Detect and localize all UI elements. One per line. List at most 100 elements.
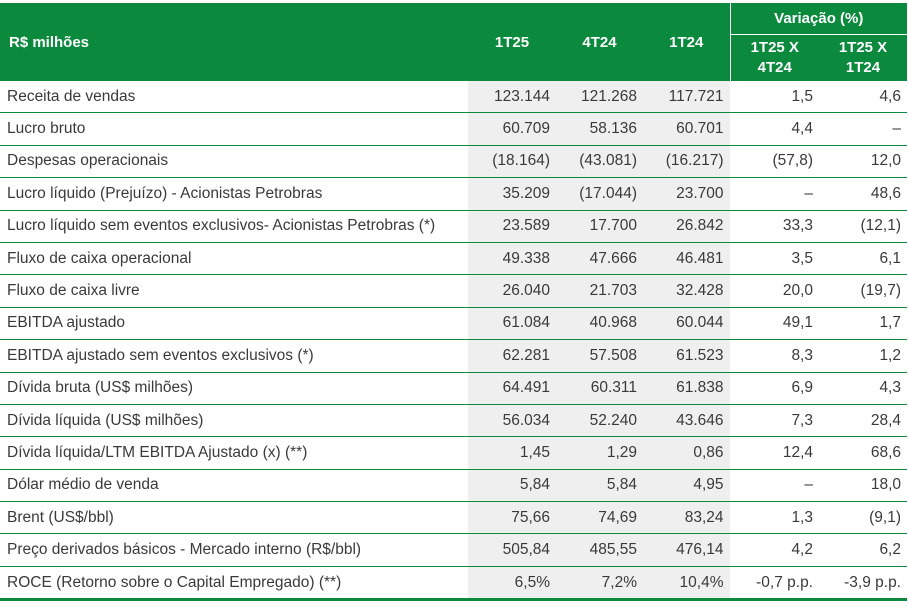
value-1t24: 10,4% xyxy=(643,566,730,602)
value-1t25: (18.164) xyxy=(468,145,556,179)
table-row: Lucro bruto 60.709 58.136 60.701 4,4– xyxy=(0,112,907,146)
variation-1t25-1t24: 12,0 xyxy=(819,145,907,179)
variation-1t25-1t24: (12,1) xyxy=(819,210,907,243)
value-1t24: 61.523 xyxy=(643,339,730,373)
table-row: Brent (US$/bbl) 75,66 74,69 83,24 1,3 (9,1) xyxy=(0,501,907,535)
row-label: Despesas operacionais xyxy=(0,145,468,179)
row-label: Fluxo de caixa livre xyxy=(0,274,468,308)
value-4t24: 121.268 xyxy=(556,81,643,114)
table-row: Receita de vendas 123.144 121.268 117.721 1,… xyxy=(0,81,907,114)
row-label: Brent (US$/bbl) xyxy=(0,501,468,535)
variation-1t25-1t24: 4,3 xyxy=(819,372,907,405)
value-1t24: 4,95 xyxy=(643,469,730,503)
value-1t25: 6,5% xyxy=(468,566,556,602)
header-variation-1: 1T25 X 4T24 xyxy=(729,34,819,81)
value-1t25: 49.338 xyxy=(468,242,556,276)
row-label: Lucro líquido sem eventos exclusivos- Ac… xyxy=(0,210,468,243)
variation-1t25-1t24: 1,7 xyxy=(819,307,907,341)
value-1t25: 61.084 xyxy=(468,307,556,341)
header-period-3: 1T24 xyxy=(643,3,730,81)
value-4t24: 485,55 xyxy=(556,533,643,567)
value-4t24: 52.240 xyxy=(556,404,643,438)
variation-1t25-1t24: 6,1 xyxy=(819,242,907,276)
variation-1t25-4t24: -0,7 p.p. xyxy=(729,566,819,602)
value-1t25: 56.034 xyxy=(468,404,556,438)
value-4t24: 40.968 xyxy=(556,307,643,341)
value-1t25: 5,84 xyxy=(468,469,556,503)
variation-1t25-4t24: 7,3 xyxy=(729,404,819,438)
value-1t25: 1,45 xyxy=(468,436,556,470)
row-label: Receita de vendas xyxy=(0,81,468,114)
value-1t24: 61.838 xyxy=(643,372,730,405)
value-1t24: 117.721 xyxy=(643,81,730,114)
value-4t24: (17.044) xyxy=(556,177,643,211)
value-1t24: (16.217) xyxy=(643,145,730,179)
value-1t24: 43.646 xyxy=(643,404,730,438)
table-row: Preço derivados básicos - Mercado intern… xyxy=(0,533,907,567)
value-1t25: 26.040 xyxy=(468,274,556,308)
row-label: Lucro líquido (Prejuízo) - Acionistas Pe… xyxy=(0,177,468,211)
variation-1t25-1t24: 4,6 xyxy=(819,81,907,114)
table-row: Fluxo de caixa operacional 49.338 47.666 46… xyxy=(0,242,907,276)
variation-1t25-1t24: – xyxy=(819,112,907,146)
value-1t25: 64.491 xyxy=(468,372,556,405)
variation-1t25-1t24: 48,6 xyxy=(819,177,907,211)
table-body: Receita de vendas 123.144 121.268 117.721 1,… xyxy=(0,81,907,602)
header-variation-2: 1T25 X 1T24 xyxy=(819,34,907,81)
value-1t24: 26.842 xyxy=(643,210,730,243)
variation-1t25-4t24: 33,3 xyxy=(729,210,819,243)
variation-1t25-4t24: 3,5 xyxy=(729,242,819,276)
value-1t25: 62.281 xyxy=(468,339,556,373)
row-label: Dívida líquida/LTM EBITDA Ajustado (x) (… xyxy=(0,436,468,470)
value-4t24: 7,2% xyxy=(556,566,643,602)
variation-1t25-4t24: – xyxy=(729,469,819,503)
row-label: Dívida bruta (US$ milhões) xyxy=(0,372,468,405)
table-row: Dívida líquida/LTM EBITDA Ajustado (x) (… xyxy=(0,436,907,470)
row-label: Lucro bruto xyxy=(0,112,468,146)
header-period-1: 1T25 xyxy=(468,3,556,81)
table-row: Dólar médio de venda 5,84 5,84 4,95–18,0 xyxy=(0,469,907,503)
variation-1t25-4t24: – xyxy=(729,177,819,211)
row-label: ROCE (Retorno sobre o Capital Empregado)… xyxy=(0,566,468,602)
table-row: Lucro líquido (Prejuízo) - Acionistas Pe… xyxy=(0,177,907,211)
variation-1t25-4t24: 8,3 xyxy=(729,339,819,373)
value-4t24: 74,69 xyxy=(556,501,643,535)
value-1t24: 83,24 xyxy=(643,501,730,535)
value-4t24: (43.081) xyxy=(556,145,643,179)
value-4t24: 47.666 xyxy=(556,242,643,276)
row-label: EBITDA ajustado sem eventos exclusivos (… xyxy=(0,339,468,373)
variation-1t25-1t24: 18,0 xyxy=(819,469,907,503)
value-1t25: 23.589 xyxy=(468,210,556,243)
value-4t24: 5,84 xyxy=(556,469,643,503)
row-label: EBITDA ajustado xyxy=(0,307,468,341)
financial-summary-table: R$ milhões 1T25 4T24 1T24 Variação (%) 1… xyxy=(0,3,907,602)
variation-1t25-1t24: 1,2 xyxy=(819,339,907,373)
value-1t24: 0,86 xyxy=(643,436,730,470)
variation-1t25-4t24: (57,8) xyxy=(729,145,819,179)
header-variation-title: Variação (%) xyxy=(729,3,907,35)
row-label: Fluxo de caixa operacional xyxy=(0,242,468,276)
variation-1t25-4t24: 49,1 xyxy=(729,307,819,341)
value-1t24: 476,14 xyxy=(643,533,730,567)
variation-1t25-4t24: 1,3 xyxy=(729,501,819,535)
table-row: EBITDA ajustado 61.084 40.968 60.044 49,1 1,7 xyxy=(0,307,907,341)
value-1t25: 505,84 xyxy=(468,533,556,567)
value-4t24: 60.311 xyxy=(556,372,643,405)
row-label: Dívida líquida (US$ milhões) xyxy=(0,404,468,438)
table-row: Dívida bruta (US$ milhões) 64.491 60.311 61… xyxy=(0,372,907,405)
header-unit-label: R$ milhões xyxy=(0,3,468,81)
variation-1t25-1t24: 28,4 xyxy=(819,404,907,438)
variation-1t25-1t24: 6,2 xyxy=(819,533,907,567)
variation-1t25-1t24: 68,6 xyxy=(819,436,907,470)
value-1t25: 60.709 xyxy=(468,112,556,146)
variation-1t25-4t24: 4,2 xyxy=(729,533,819,567)
variation-1t25-4t24: 6,9 xyxy=(729,372,819,405)
table-row: Fluxo de caixa livre 26.040 21.703 32.428 20… xyxy=(0,274,907,308)
value-1t24: 23.700 xyxy=(643,177,730,211)
row-label: Preço derivados básicos - Mercado intern… xyxy=(0,533,468,567)
table-row: Dívida líquida (US$ milhões) 56.034 52.240… xyxy=(0,404,907,438)
value-1t24: 60.044 xyxy=(643,307,730,341)
value-1t25: 75,66 xyxy=(468,501,556,535)
value-1t24: 46.481 xyxy=(643,242,730,276)
value-1t25: 123.144 xyxy=(468,81,556,114)
